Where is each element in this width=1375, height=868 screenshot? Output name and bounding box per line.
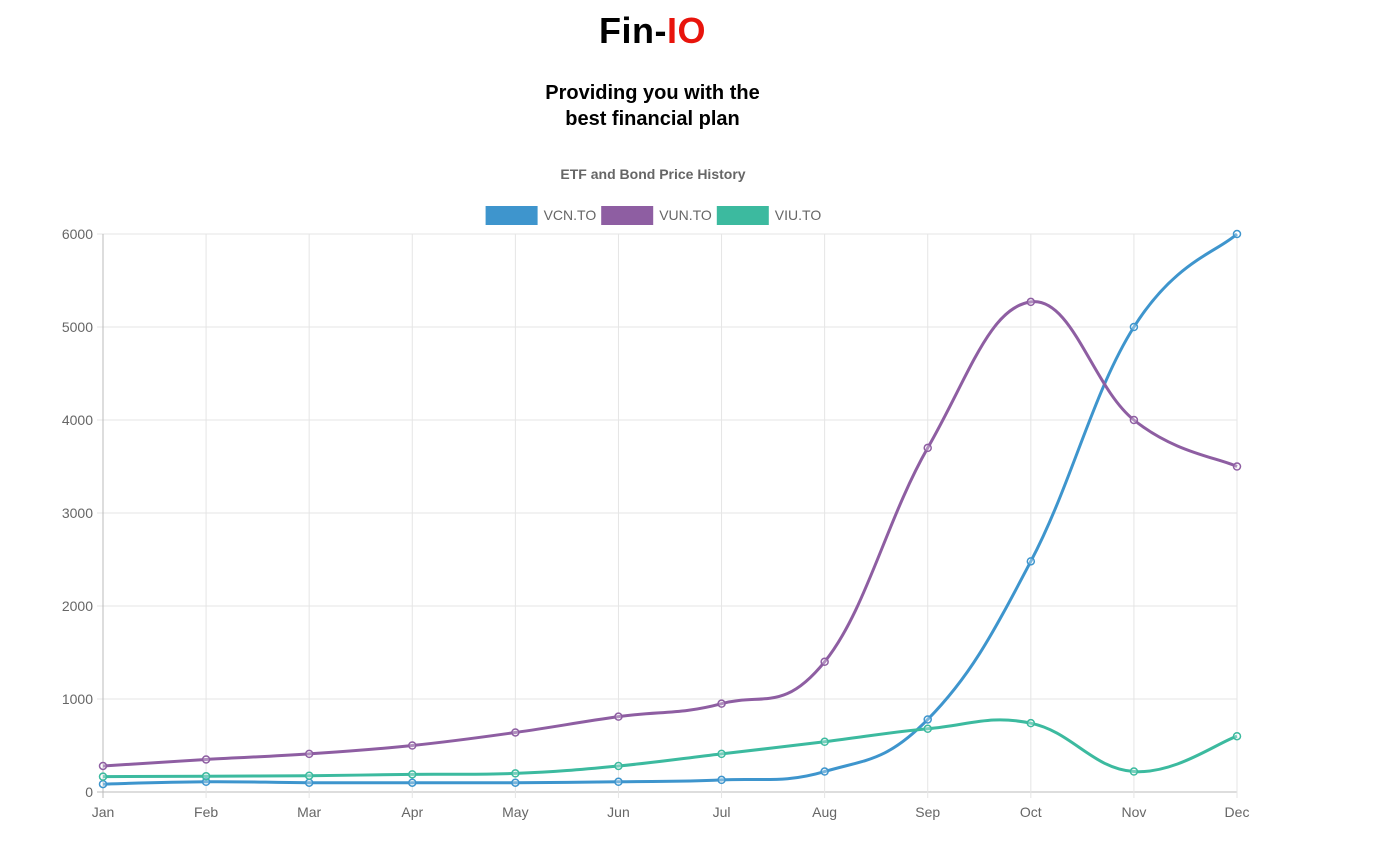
data-point[interactable] — [201, 755, 211, 764]
series-line-vcn-to — [102, 232, 1239, 786]
data-point[interactable] — [1232, 462, 1242, 471]
chart-title: ETF and Bond Price History — [560, 166, 745, 182]
chart-series-lines — [102, 232, 1239, 786]
data-point[interactable] — [304, 749, 314, 759]
legend-swatch — [601, 206, 654, 225]
data-point[interactable] — [923, 724, 932, 734]
data-point[interactable] — [98, 779, 108, 789]
series-line-vun-to — [102, 300, 1238, 768]
data-point[interactable] — [98, 761, 108, 771]
data-point[interactable] — [923, 715, 932, 724]
tagline: Providing you with the best financial pl… — [0, 80, 1305, 132]
data-point[interactable] — [923, 443, 932, 453]
legend-item[interactable]: VUN.TO — [601, 206, 712, 225]
chart-grid — [97, 233, 1238, 798]
data-point[interactable] — [717, 749, 726, 759]
data-point[interactable] — [1129, 767, 1139, 776]
chart-series-points — [98, 229, 1242, 789]
y-tick-label: 0 — [85, 784, 93, 800]
data-point[interactable] — [511, 778, 520, 787]
app-title: Fin-IO — [0, 10, 1305, 52]
x-tick-label: Dec — [1225, 804, 1250, 820]
tagline-line-1: Providing you with the — [545, 82, 760, 104]
data-point[interactable] — [511, 769, 520, 778]
legend-label: VUN.TO — [659, 207, 712, 223]
legend-label: VCN.TO — [544, 207, 597, 223]
x-tick-label: Oct — [1020, 804, 1042, 820]
y-tick-label: 4000 — [62, 412, 93, 428]
legend-item[interactable]: VIU.TO — [716, 206, 822, 225]
x-tick-label: Jul — [713, 804, 731, 820]
data-point[interactable] — [1232, 731, 1242, 741]
y-tick-label: 5000 — [62, 319, 93, 335]
data-point[interactable] — [1232, 229, 1242, 239]
legend-item[interactable]: VCN.TO — [485, 206, 597, 225]
y-tick-label: 1000 — [62, 691, 93, 707]
y-tick-label: 3000 — [62, 505, 93, 521]
x-tick-label: May — [502, 804, 528, 820]
x-tick-label: Jan — [92, 804, 115, 820]
data-point[interactable] — [304, 778, 314, 787]
data-point[interactable] — [304, 771, 314, 780]
data-point[interactable] — [820, 767, 829, 776]
data-point[interactable] — [98, 772, 108, 781]
data-point[interactable] — [717, 699, 726, 708]
data-point[interactable] — [1129, 415, 1139, 425]
chart-axes: 0 1000 2000 3000 4000 5000 6000 Jan Feb Mar Apr May… — [62, 226, 1250, 820]
data-point[interactable] — [408, 741, 417, 750]
data-point[interactable] — [614, 761, 623, 771]
data-point[interactable] — [511, 728, 520, 737]
data-point[interactable] — [408, 778, 417, 787]
x-tick-label: Feb — [194, 804, 218, 820]
data-point[interactable] — [1026, 297, 1036, 307]
app-title-main: Fin- — [599, 10, 667, 51]
y-tick-label: 2000 — [62, 598, 93, 614]
data-point[interactable] — [1129, 322, 1139, 332]
data-point[interactable] — [717, 775, 726, 785]
y-tick-label: 6000 — [62, 226, 93, 242]
legend-swatch — [716, 206, 769, 225]
series-line-viu-to — [102, 718, 1238, 779]
legend-swatch — [485, 206, 538, 225]
data-point[interactable] — [614, 777, 623, 787]
x-tick-label: Nov — [1121, 804, 1146, 820]
app-title-accent: IO — [666, 10, 706, 51]
data-point[interactable] — [1026, 557, 1036, 566]
data-point[interactable] — [1026, 718, 1036, 728]
data-point[interactable] — [820, 737, 829, 747]
tagline-line-2: best financial plan — [565, 108, 740, 130]
data-point[interactable] — [201, 771, 211, 781]
legend-label: VIU.TO — [775, 207, 822, 223]
chart-legend: VCN.TO VUN.TO VIU.TO — [485, 206, 822, 225]
data-point[interactable] — [614, 712, 623, 721]
x-tick-label: Aug — [812, 804, 837, 820]
x-tick-label: Jun — [607, 804, 630, 820]
data-point[interactable] — [408, 770, 417, 779]
x-tick-label: Mar — [297, 804, 321, 820]
data-point[interactable] — [820, 657, 829, 667]
x-tick-label: Sep — [915, 804, 940, 820]
x-tick-label: Apr — [401, 804, 423, 820]
